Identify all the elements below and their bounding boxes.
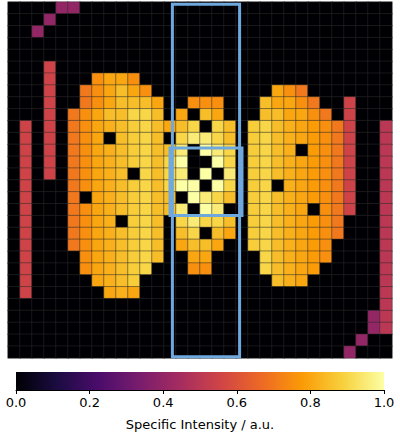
svg-text:Specific Intensity / a.u.: Specific Intensity / a.u.	[126, 417, 274, 432]
svg-text:1.0: 1.0	[374, 395, 395, 410]
svg-text:0.2: 0.2	[79, 395, 100, 410]
svg-text:0.4: 0.4	[153, 395, 174, 410]
svg-text:0.0: 0.0	[6, 395, 27, 410]
svg-text:0.6: 0.6	[226, 395, 247, 410]
svg-text:0.8: 0.8	[300, 395, 321, 410]
